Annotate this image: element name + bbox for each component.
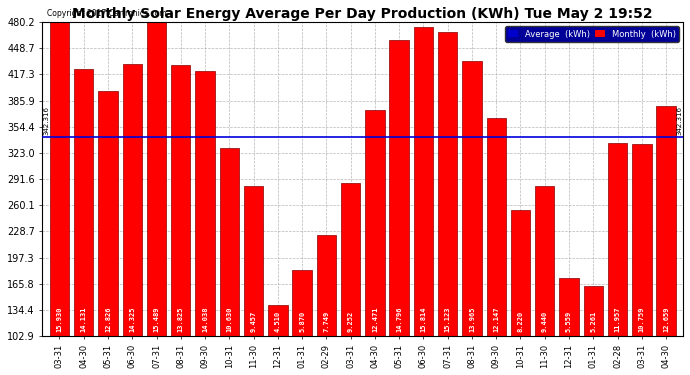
Text: 15.489: 15.489 <box>153 306 159 332</box>
Text: 15.123: 15.123 <box>444 306 451 332</box>
Bar <box>317 235 336 375</box>
Text: 11.957: 11.957 <box>615 306 620 332</box>
Bar <box>632 144 651 375</box>
Text: 9.440: 9.440 <box>542 311 548 332</box>
Text: 5.559: 5.559 <box>566 311 572 332</box>
Bar <box>462 62 482 375</box>
Text: 15.930: 15.930 <box>57 306 62 332</box>
Bar <box>438 32 457 375</box>
Bar <box>486 118 506 375</box>
Bar <box>123 64 142 375</box>
Bar <box>268 306 288 375</box>
Bar <box>98 91 118 375</box>
Bar <box>219 147 239 375</box>
Text: 12.659: 12.659 <box>663 306 669 332</box>
Legend: Average  (kWh), Monthly  (kWh): Average (kWh), Monthly (kWh) <box>505 26 679 42</box>
Bar <box>365 110 384 375</box>
Text: 13.965: 13.965 <box>469 306 475 332</box>
Bar <box>341 183 360 375</box>
Bar <box>389 40 409 375</box>
Text: 342.316: 342.316 <box>676 106 682 135</box>
Text: 9.457: 9.457 <box>250 311 257 332</box>
Text: 14.796: 14.796 <box>396 306 402 332</box>
Text: 342.316: 342.316 <box>43 106 49 135</box>
Bar <box>656 106 676 375</box>
Bar <box>195 71 215 375</box>
Bar <box>74 69 93 375</box>
Text: 12.147: 12.147 <box>493 306 499 332</box>
Text: 10.630: 10.630 <box>226 306 233 332</box>
Bar <box>414 27 433 375</box>
Text: 13.825: 13.825 <box>178 306 184 332</box>
Text: 8.220: 8.220 <box>518 311 524 332</box>
Text: 15.814: 15.814 <box>420 306 426 332</box>
Text: 10.759: 10.759 <box>639 306 644 332</box>
Bar <box>50 11 69 375</box>
Bar <box>244 186 264 375</box>
Bar <box>560 278 579 375</box>
Bar <box>147 22 166 375</box>
Text: 14.325: 14.325 <box>129 306 135 332</box>
Text: Copyright 2017 Cartronics.com: Copyright 2017 Cartronics.com <box>48 9 167 18</box>
Bar <box>535 186 555 375</box>
Text: 9.252: 9.252 <box>348 311 353 332</box>
Bar <box>171 65 190 375</box>
Text: 7.749: 7.749 <box>324 311 329 332</box>
Text: 5.261: 5.261 <box>590 311 596 332</box>
Text: 12.826: 12.826 <box>105 306 111 332</box>
Text: 5.870: 5.870 <box>299 311 305 332</box>
Bar <box>608 143 627 375</box>
Bar <box>293 270 312 375</box>
Bar <box>511 210 530 375</box>
Title: Monthly Solar Energy Average Per Day Production (KWh) Tue May 2 19:52: Monthly Solar Energy Average Per Day Pro… <box>72 7 653 21</box>
Text: 12.471: 12.471 <box>372 306 378 332</box>
Bar <box>584 286 603 375</box>
Text: 14.131: 14.131 <box>81 306 87 332</box>
Text: 14.038: 14.038 <box>202 306 208 332</box>
Text: 4.510: 4.510 <box>275 311 281 332</box>
